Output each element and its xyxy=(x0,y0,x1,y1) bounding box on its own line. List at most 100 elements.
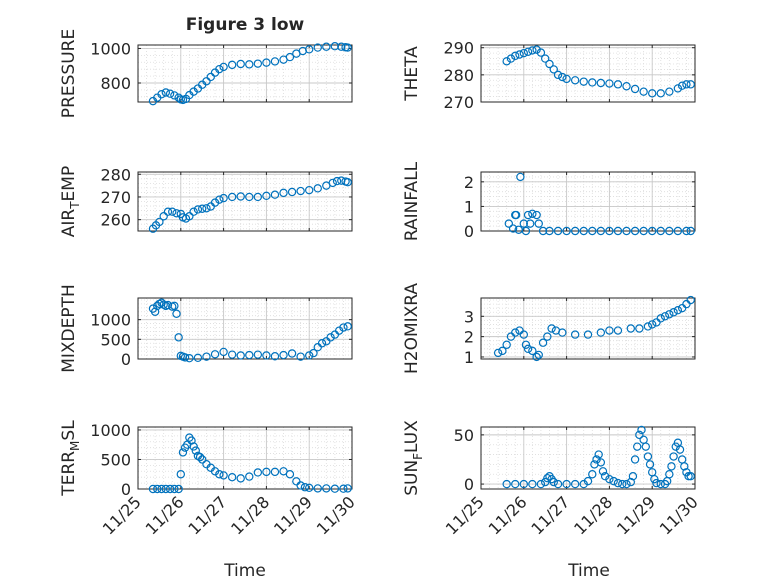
data-point xyxy=(519,330,529,339)
data-point xyxy=(528,209,537,218)
axes-box xyxy=(137,426,353,490)
axes-box xyxy=(480,426,696,490)
data-point xyxy=(598,467,608,476)
data-point xyxy=(279,350,288,360)
data-point xyxy=(197,455,207,464)
data-point xyxy=(339,323,348,332)
data-point xyxy=(543,473,552,483)
x-tick-label: 11/25 xyxy=(99,492,145,538)
data-point xyxy=(648,89,657,98)
data-point xyxy=(622,226,631,236)
data-point xyxy=(622,82,631,91)
data-point xyxy=(317,339,327,348)
data-point xyxy=(519,48,529,58)
data-point xyxy=(195,452,205,462)
data-point xyxy=(630,455,640,464)
data-point xyxy=(305,483,314,493)
x-tick-label: 11/29 xyxy=(270,492,316,538)
data-point xyxy=(305,351,314,360)
data-point xyxy=(635,324,644,333)
data-point xyxy=(330,42,340,51)
data-point xyxy=(523,47,533,56)
data-point xyxy=(562,479,571,489)
x-tick-label: 11/30 xyxy=(656,492,702,538)
y-tick-label: 2 xyxy=(464,328,474,347)
subplot-pressure: 800 1000 PRESSURE xyxy=(59,29,353,118)
x-tick-label: 11/27 xyxy=(527,492,573,538)
data-point xyxy=(526,219,535,228)
data-point xyxy=(165,89,175,98)
data-point xyxy=(279,188,288,198)
data-point xyxy=(605,326,614,335)
data-point xyxy=(322,42,331,51)
y-tick-label: 260 xyxy=(100,211,131,230)
data-point xyxy=(185,354,194,363)
data-point xyxy=(262,351,271,360)
data-point xyxy=(553,70,563,80)
data-point xyxy=(665,87,674,96)
data-point xyxy=(673,306,683,315)
data-point xyxy=(519,479,529,489)
data-point xyxy=(155,217,164,227)
x-tick-label: 11/28 xyxy=(227,492,273,538)
data-point xyxy=(189,207,198,216)
subplot-air-temp: 260 270 280 AIRTEMP xyxy=(59,165,353,237)
data-point xyxy=(219,347,228,357)
data-point xyxy=(296,481,305,490)
data-point xyxy=(236,59,245,69)
data-point xyxy=(163,207,173,216)
data-point xyxy=(313,43,322,52)
data-point xyxy=(253,59,263,68)
data-point xyxy=(236,192,245,201)
data-point xyxy=(296,186,305,196)
figure-title: Figure 3 low xyxy=(186,15,305,35)
data-point xyxy=(343,484,352,493)
data-point xyxy=(516,172,525,182)
data-point xyxy=(180,353,190,362)
data-point xyxy=(508,224,518,233)
data-point xyxy=(549,65,558,74)
y-axis-label: SUNFLUX xyxy=(402,420,425,496)
y-tick-label: 1 xyxy=(464,197,474,216)
data-point xyxy=(159,212,168,221)
data-point xyxy=(669,308,678,317)
data-point xyxy=(639,87,648,96)
data-point xyxy=(622,479,631,489)
data-point xyxy=(215,470,224,479)
data-point xyxy=(172,209,181,218)
data-point xyxy=(536,48,546,57)
data-point xyxy=(519,219,529,228)
data-point xyxy=(498,346,507,356)
data-point xyxy=(197,204,207,213)
y-tick-label: 500 xyxy=(100,330,131,349)
data-point xyxy=(583,476,593,486)
data-point xyxy=(682,226,691,236)
data-point xyxy=(600,472,610,481)
data-point xyxy=(523,210,533,220)
data-point xyxy=(493,348,503,358)
x-axis-label-left: Time xyxy=(223,561,266,581)
data-point xyxy=(343,178,352,187)
y-axis-label: H2OMIXRA xyxy=(402,283,422,374)
data-point xyxy=(656,226,665,236)
y-tick-label: 2 xyxy=(464,173,474,192)
data-point xyxy=(665,226,674,236)
data-point xyxy=(245,350,254,360)
data-point xyxy=(170,91,179,100)
data-point xyxy=(206,72,215,82)
y-tick-label: 0 xyxy=(121,350,131,369)
data-point xyxy=(202,77,211,86)
data-point xyxy=(523,344,533,354)
data-point xyxy=(534,219,543,228)
data-point xyxy=(309,348,318,358)
data-point xyxy=(665,470,674,479)
data-point xyxy=(588,78,597,87)
y-tick-label: 3 xyxy=(464,307,474,326)
data-point xyxy=(641,442,650,451)
x-tick-label: 11/26 xyxy=(142,492,188,538)
data-point xyxy=(153,484,162,494)
data-point xyxy=(545,226,554,236)
data-point xyxy=(588,470,597,479)
y-axis-label: PRESSURE xyxy=(59,29,79,118)
data-point xyxy=(343,43,352,52)
